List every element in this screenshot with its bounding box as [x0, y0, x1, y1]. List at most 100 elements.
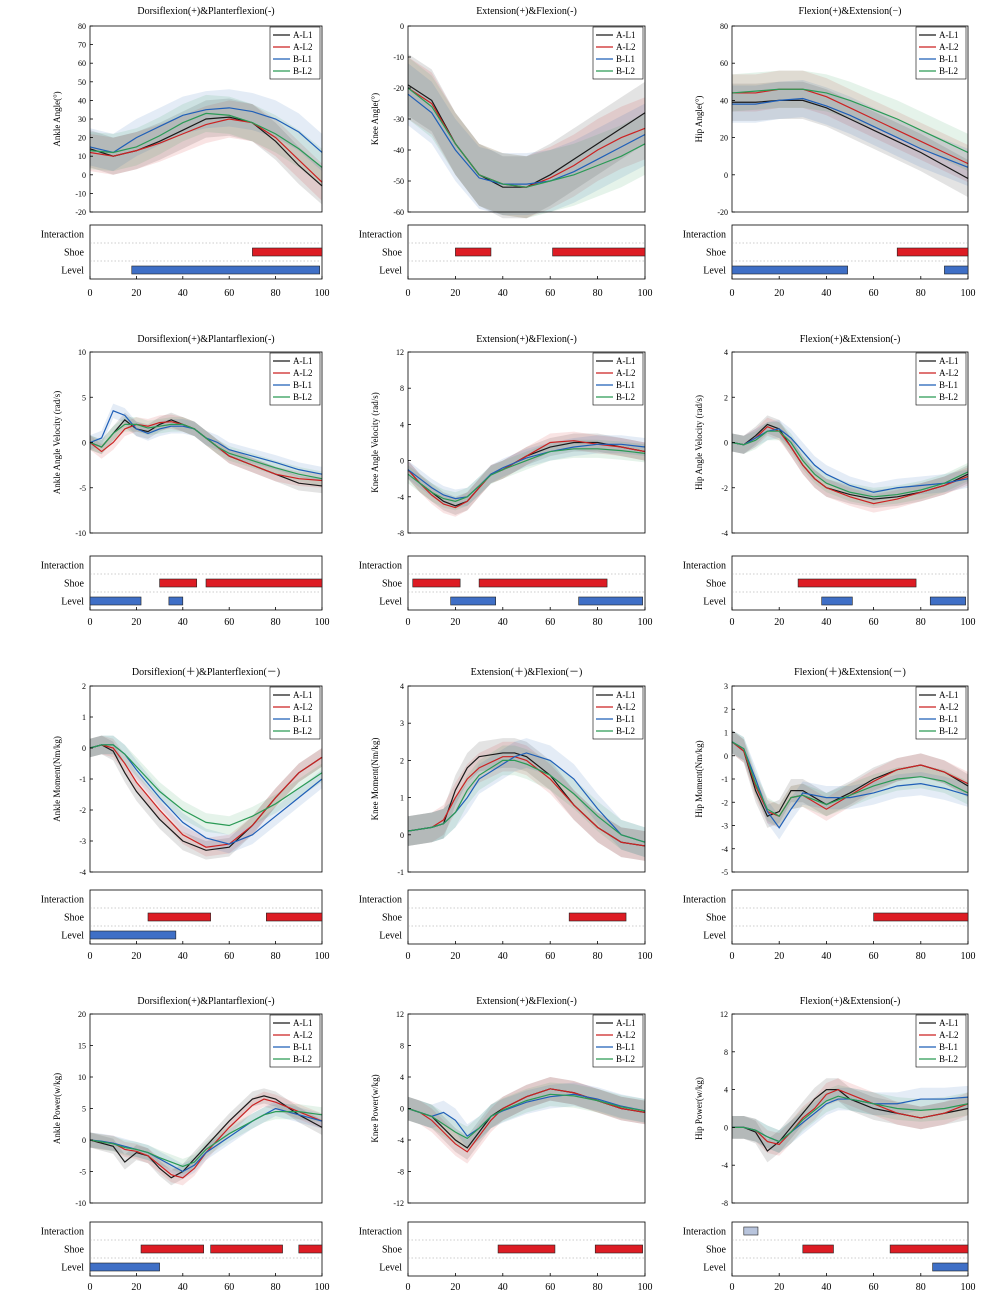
significance-bar-shoe: [159, 578, 198, 588]
x-tick-label: 40: [178, 288, 188, 299]
legend-entry: B-L2: [939, 1054, 958, 1064]
band-label-interaction: Interaction: [41, 561, 84, 572]
band-label-interaction: Interaction: [359, 561, 402, 572]
confidence-band-b-l1: [732, 1085, 968, 1153]
series-line-a-l1: [732, 99, 969, 180]
confidence-band-b-l2: [408, 745, 645, 858]
x-tick-label: 20: [774, 288, 784, 299]
legend-entry: A-L1: [293, 30, 313, 40]
y-tick-label: 10: [78, 348, 86, 357]
y-tick-label: -20: [717, 208, 728, 217]
significance-bar-level: [89, 1262, 160, 1272]
legend-entry: B-L1: [293, 54, 312, 64]
confidence-band-a-l1: [732, 81, 968, 198]
significance-panel: [407, 555, 646, 611]
y-tick-label: 2: [724, 393, 728, 402]
x-tick-label: 0: [88, 951, 93, 962]
series-line-b-l2: [407, 448, 646, 502]
y-tick-label: 0: [400, 831, 404, 840]
x-tick-label: 40: [178, 951, 188, 962]
chart-hip-angle: Flexion(+)&Extension(−) Hip Angle(°) -20 0 2…: [683, 6, 976, 299]
y-tick-label: -1: [397, 868, 404, 877]
chart-title: Flexion(+)&Extension(−): [799, 6, 902, 17]
legend-box: [592, 352, 644, 406]
y-axis-label: Hip Angle Velocity (rad/s): [694, 395, 704, 490]
band-label-interaction: Interaction: [41, 1227, 84, 1238]
y-tick-label: 3: [400, 719, 404, 728]
y-tick-label: -2: [721, 798, 728, 807]
y-tick-label: 50: [78, 78, 86, 87]
x-tick-label: 60: [224, 617, 234, 628]
y-tick-label: 70: [78, 41, 86, 50]
band-label-shoe: Shoe: [382, 1245, 403, 1256]
x-tick-label: 20: [131, 1282, 141, 1293]
series-line-a-l2: [89, 744, 323, 848]
x-tick-label: 40: [178, 1282, 188, 1293]
y-tick-label: 12: [396, 348, 404, 357]
legend-entry: B-L1: [616, 54, 635, 64]
y-tick-label: -4: [721, 529, 728, 538]
x-tick-label: 100: [961, 288, 976, 299]
y-tick-label: 0: [400, 457, 404, 466]
y-tick-label: 1: [724, 729, 728, 738]
y-axis-label: Knee Angle(°): [370, 93, 380, 145]
x-tick-label: 20: [131, 288, 141, 299]
y-tick-label: 10: [78, 1073, 86, 1082]
x-tick-label: 40: [821, 288, 831, 299]
band-label-interaction: Interaction: [359, 895, 402, 906]
significance-bar-shoe: [497, 1244, 556, 1254]
band-label-level: Level: [703, 1263, 726, 1274]
significance-bar-level: [131, 265, 320, 275]
confidence-band-b-l1: [90, 1100, 322, 1180]
band-label-level: Level: [61, 266, 84, 277]
y-tick-label: 4: [400, 420, 404, 429]
legend-box: [915, 1014, 967, 1068]
x-tick-label: 0: [730, 1282, 735, 1293]
confidence-band-b-l1: [732, 730, 968, 840]
y-tick-label: 2: [82, 682, 86, 691]
plot-frame: [407, 351, 646, 534]
x-tick-label: 80: [916, 288, 926, 299]
series-line-b-l2: [407, 87, 646, 188]
legend-entry: B-L2: [293, 726, 312, 736]
y-tick-label: -1: [79, 775, 86, 784]
legend-entry: A-L1: [293, 690, 313, 700]
band-label-shoe: Shoe: [382, 579, 403, 590]
y-tick-label: 0: [400, 1105, 404, 1114]
x-tick-label: 0: [730, 288, 735, 299]
chart-ankle-angle: Dorsiflexion(+)&Planterflexion(-) Ankle A…: [41, 6, 330, 299]
legend-box: [269, 26, 321, 80]
x-tick-label: 20: [131, 617, 141, 628]
legend-entry: A-L2: [939, 368, 959, 378]
y-tick-label: -4: [721, 1161, 728, 1170]
x-tick-label: 80: [271, 1282, 281, 1293]
x-tick-label: 0: [88, 617, 93, 628]
y-tick-label: -8: [397, 529, 404, 538]
x-tick-label: 60: [869, 288, 879, 299]
chart-knee-moment: Extension(＋)&Flexion(－) Knee Moment(Nm/kg…: [359, 667, 653, 962]
x-tick-label: 80: [593, 951, 603, 962]
plot-frame: [731, 1013, 969, 1204]
x-tick-label: 100: [638, 951, 653, 962]
y-tick-label: 4: [724, 348, 728, 357]
x-tick-label: 60: [545, 951, 555, 962]
legend-entry: A-L2: [939, 42, 959, 52]
legend-entry: B-L1: [616, 714, 635, 724]
band-label-level: Level: [703, 266, 726, 277]
series-line-b-l1: [89, 410, 323, 475]
x-tick-label: 60: [869, 617, 879, 628]
series-line-b-l2: [731, 88, 969, 154]
confidence-band-a-l2: [90, 1091, 322, 1186]
significance-bar-shoe: [210, 1244, 283, 1254]
legend-entry: A-L1: [616, 356, 636, 366]
x-tick-label: 100: [315, 1282, 330, 1293]
significance-panel: [407, 889, 646, 945]
x-tick-label: 40: [498, 617, 508, 628]
legend-entry: B-L2: [293, 392, 312, 402]
legend-entry: A-L2: [616, 42, 636, 52]
chart-hip-power: Flexion(+)&Extension(-) Hip Power(w/kg) -8…: [683, 996, 976, 1293]
y-tick-label: -4: [79, 868, 86, 877]
legend-entry: B-L2: [939, 726, 958, 736]
x-tick-label: 40: [821, 951, 831, 962]
